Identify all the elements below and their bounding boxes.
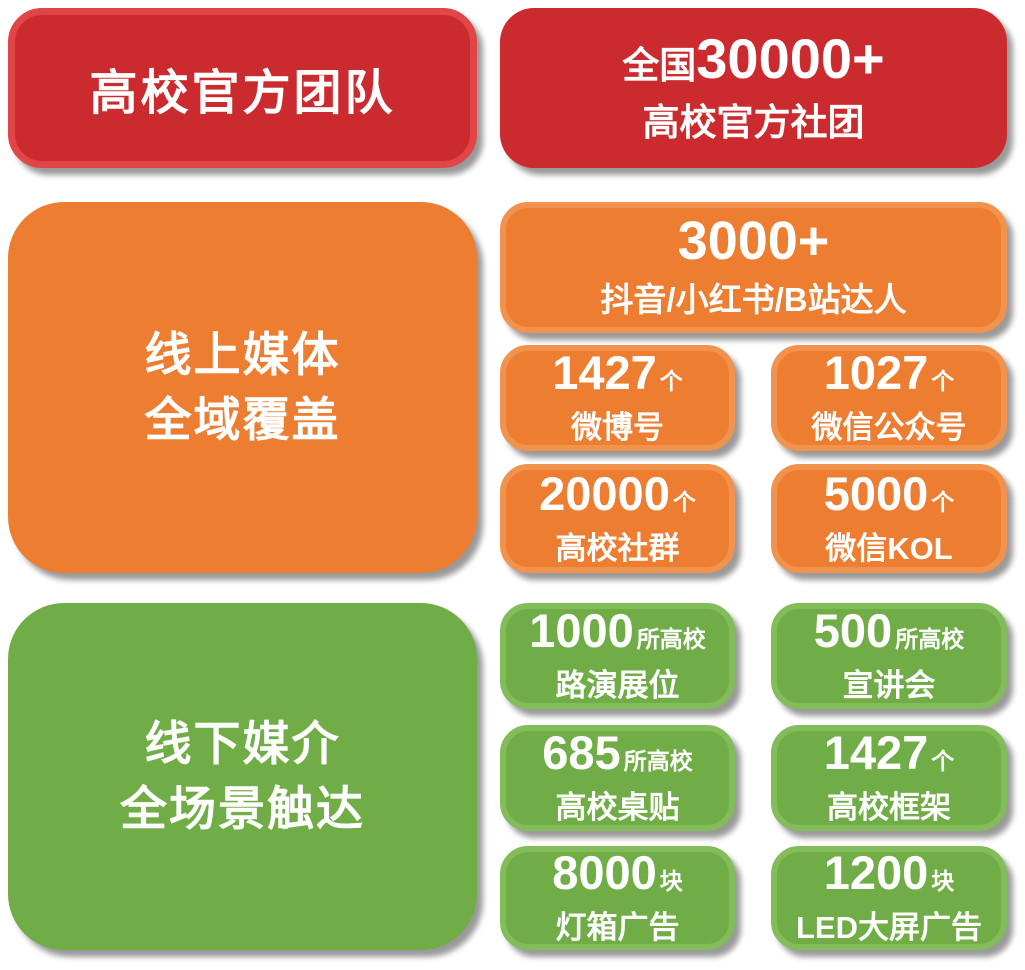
stat-card-douyin-xiaohongshu-bilibili: 3000+ 抖音/小红书/B站达人 xyxy=(500,202,1007,333)
stat-number-line: 8000 块 xyxy=(552,849,683,896)
stat-unit: 个 xyxy=(931,748,955,774)
stat-unit: 所高校 xyxy=(636,626,706,652)
stat-unit: 个 xyxy=(672,488,696,515)
stat-label: 高校官方社团 xyxy=(642,102,865,144)
stat-number: 30000+ xyxy=(696,26,885,90)
section-title-line-1: 线下媒介 xyxy=(144,716,341,770)
stat-card-wechat-official-accounts: 1027 个 微信公众号 xyxy=(771,345,1007,451)
stat-number: 1427 xyxy=(823,726,929,779)
stat-unit: 个 xyxy=(931,368,955,394)
stat-number-line: 685 所高校 xyxy=(542,729,692,776)
stat-number-line: 5000 个 xyxy=(824,470,955,517)
stat-number: 685 xyxy=(542,726,621,779)
section-title-official-teams: 高校官方团队 xyxy=(89,67,396,120)
stat-number: 20000 xyxy=(539,466,670,520)
stat-unit: 所高校 xyxy=(895,626,965,652)
stat-card-wechat-kol: 5000 个 微信KOL xyxy=(771,464,1007,573)
section-title-offline-media: 线下媒介 全场景触达 xyxy=(120,712,365,842)
stat-card-weibo-accounts: 1427 个 微博号 xyxy=(500,345,735,451)
stat-unit: 个 xyxy=(931,488,955,515)
stat-label: 路演展位 xyxy=(555,668,680,703)
stat-number-line: 1427 个 xyxy=(552,349,683,396)
stat-prefix: 全国 xyxy=(622,44,697,86)
section-card-offline-media: 线下媒介 全场景触达 xyxy=(8,603,477,950)
section-card-official-teams: 高校官方团队 xyxy=(8,8,477,168)
stat-card-info-sessions: 500 所高校 宣讲会 xyxy=(771,603,1007,709)
stat-number-line: 500 所高校 xyxy=(814,607,964,654)
stat-card-national-official-clubs: 全国30000+ 高校官方社团 xyxy=(500,8,1007,168)
stat-card-campus-desk-stickers: 685 所高校 高校桌贴 xyxy=(500,725,735,831)
stat-label: 灯箱广告 xyxy=(555,910,680,945)
stat-number: 5000 xyxy=(823,466,929,520)
section-title-online-media: 线上媒体 全域覆盖 xyxy=(145,323,341,453)
stat-card-roadshow-booths: 1000 所高校 路演展位 xyxy=(500,603,735,709)
section-title-line-1: 线上媒体 xyxy=(144,327,341,381)
section-card-online-media: 线上媒体 全域覆盖 xyxy=(8,202,477,573)
stat-card-led-screen-ads: 1200 块 LED大屏广告 xyxy=(771,846,1007,950)
stat-number: 1200 xyxy=(823,846,929,899)
stat-label: LED大屏广告 xyxy=(796,910,982,945)
stat-card-lightbox-ads: 8000 块 灯箱广告 xyxy=(500,846,735,950)
stat-label: 高校社群 xyxy=(555,530,680,566)
stat-number-line: 1000 所高校 xyxy=(529,607,706,654)
stat-unit: 所高校 xyxy=(623,748,693,774)
stat-label: 高校框架 xyxy=(827,790,951,825)
stat-label: 微信KOL xyxy=(825,530,953,566)
stat-label: 高校桌贴 xyxy=(555,790,680,825)
stat-card-campus-frames: 1427 个 高校框架 xyxy=(771,725,1007,831)
stat-number: 8000 xyxy=(552,846,657,899)
stat-label: 微博号 xyxy=(571,410,664,445)
stat-label: 抖音/小红书/B站达人 xyxy=(600,281,907,318)
stat-number-line: 1027 个 xyxy=(824,349,955,396)
stat-label: 宣讲会 xyxy=(842,668,936,703)
stat-label: 微信公众号 xyxy=(811,410,967,445)
stat-number: 1427 xyxy=(552,346,657,399)
stat-number: 500 xyxy=(813,604,893,657)
stat-number: 3000+ xyxy=(677,211,830,271)
stat-unit: 块 xyxy=(659,868,683,894)
stat-number-line: 20000 个 xyxy=(539,470,696,517)
stat-number: 1000 xyxy=(529,604,634,657)
stat-unit: 个 xyxy=(659,368,683,394)
stat-number-line: 1200 块 xyxy=(824,849,955,896)
stat-number-line: 全国30000+ xyxy=(622,26,885,90)
stat-number-line: 1427 个 xyxy=(824,729,955,776)
stat-number: 1027 xyxy=(823,346,929,399)
section-title-line-2: 全场景触达 xyxy=(120,781,365,835)
stat-card-campus-communities: 20000 个 高校社群 xyxy=(500,464,735,573)
section-title-line-2: 全域覆盖 xyxy=(144,392,341,446)
stat-unit: 块 xyxy=(931,868,955,894)
